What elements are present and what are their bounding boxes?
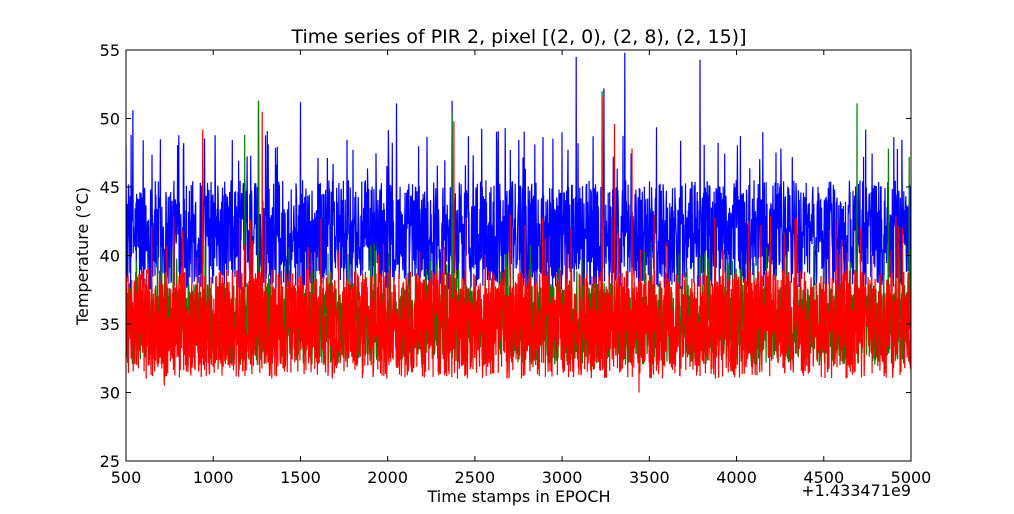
- plot-area: [126, 52, 911, 393]
- chart-title: Time series of PIR 2, pixel [(2, 0), (2,…: [291, 26, 747, 48]
- y-tick-label: 55: [100, 41, 120, 60]
- x-tick-label: 1000: [193, 468, 234, 487]
- y-tick-label: 35: [100, 315, 120, 334]
- x-axis: 500 1000 1500 2000 2500 3000 3500 4000 4500 5000: [111, 50, 932, 487]
- y-tick-label: 50: [100, 110, 120, 129]
- x-tick-label: 3000: [542, 468, 583, 487]
- y-tick-label: 30: [100, 384, 120, 403]
- y-axis: 25 30 35 40 45 50 55: [100, 41, 911, 471]
- x-tick-label: 1500: [280, 468, 321, 487]
- y-tick-label: 45: [100, 178, 120, 197]
- x-tick-label: 4000: [716, 468, 757, 487]
- series-line-0: [126, 52, 911, 290]
- series-line-2: [126, 96, 911, 393]
- y-axis-title: Temperature (°C): [73, 187, 92, 326]
- x-tick-label: 500: [111, 468, 142, 487]
- x-tick-label: 5000: [891, 468, 932, 487]
- x-offset-label: +1.433471e9: [801, 481, 911, 500]
- y-tick-label: 25: [100, 452, 120, 471]
- x-tick-label: 2000: [367, 468, 408, 487]
- x-axis-title: Time stamps in EPOCH: [426, 487, 610, 506]
- y-tick-label: 40: [100, 247, 120, 266]
- x-tick-label: 3500: [629, 468, 670, 487]
- x-tick-label: 2500: [455, 468, 496, 487]
- x-tick-label: 4500: [803, 468, 844, 487]
